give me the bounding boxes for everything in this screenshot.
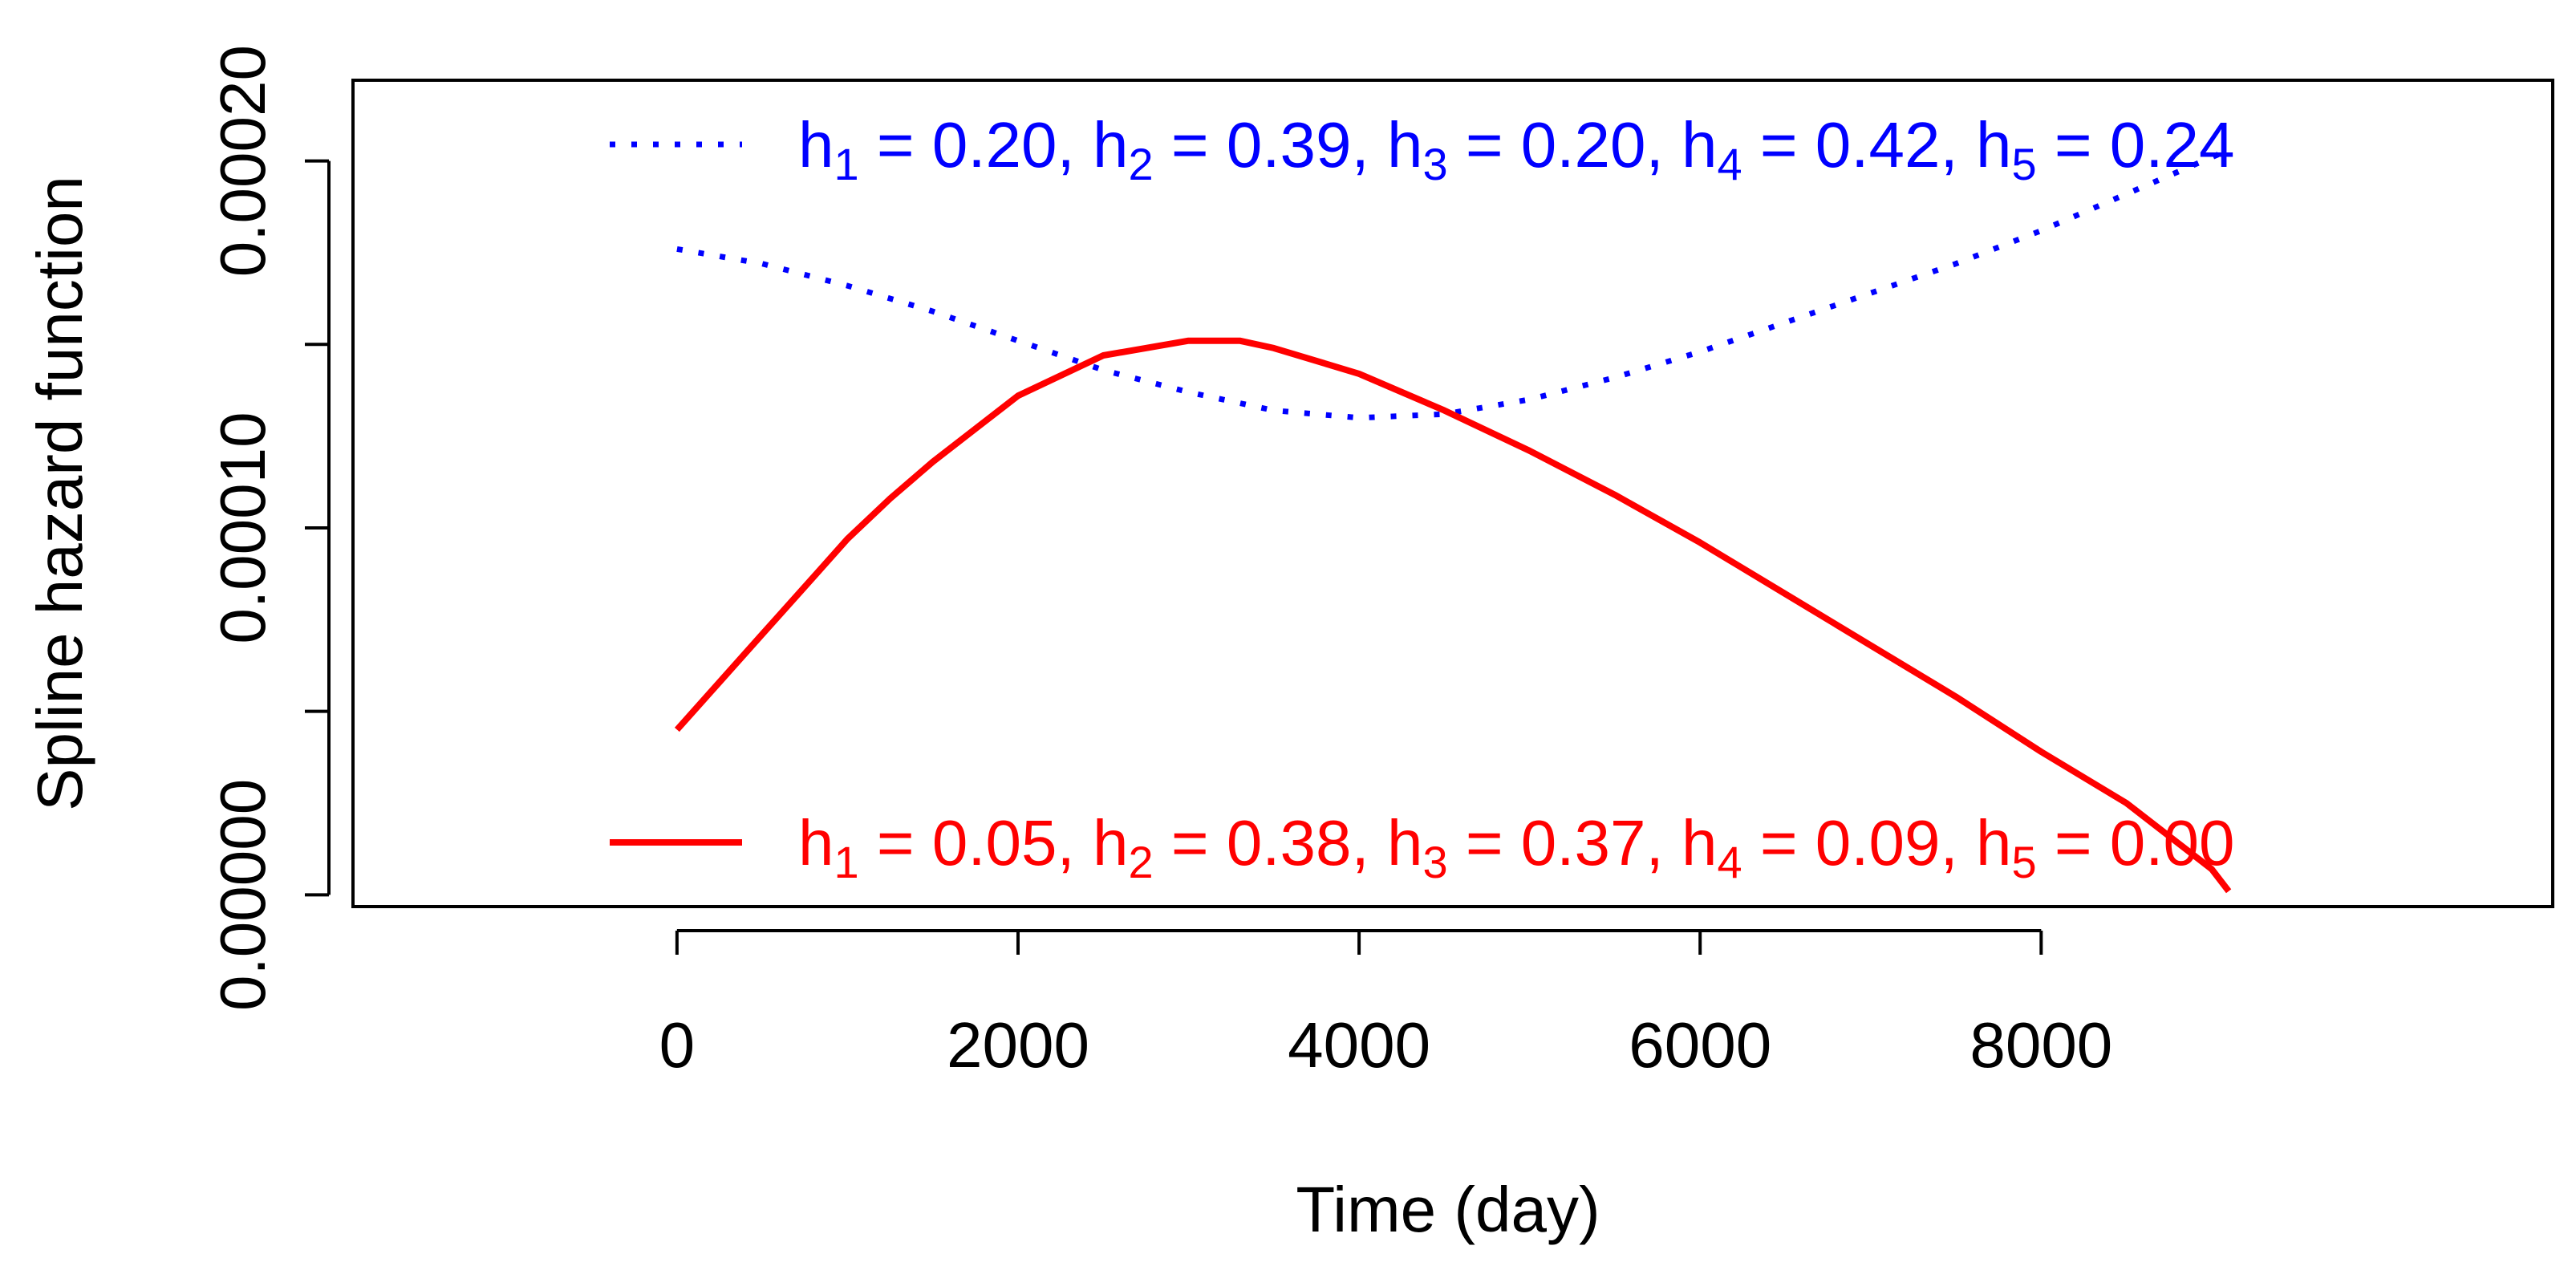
series-layer	[674, 147, 2232, 894]
x-tick-label: 0	[659, 1009, 696, 1081]
legend: h1 = 0.20, h2 = 0.39, h3 = 0.20, h4 = 0.…	[610, 109, 2234, 887]
y-axis-title: Spline hazard function	[24, 176, 95, 811]
x-tick-label: 2000	[947, 1009, 1089, 1081]
legend-label-blue: h1 = 0.20, h2 = 0.39, h3 = 0.20, h4 = 0.…	[798, 109, 2234, 189]
y-tick-label: 0.00000	[207, 779, 278, 1011]
x-tick-label: 4000	[1288, 1009, 1430, 1081]
x-tick-label: 8000	[1970, 1009, 2112, 1081]
x-tick-label: 6000	[1629, 1009, 1771, 1081]
y-axis: 0.00000 0.00010 0.00020	[207, 45, 331, 1011]
x-axis: 0 2000 4000 6000 8000	[659, 929, 2112, 1081]
plot-frame	[351, 79, 2554, 908]
series-line-red	[674, 337, 2232, 894]
x-axis-title: Time (day)	[1296, 1174, 1600, 1245]
y-tick-label: 0.00020	[207, 45, 278, 277]
series-line-blue	[676, 147, 2230, 421]
y-tick-label: 0.00010	[207, 412, 278, 643]
legend-label-red: h1 = 0.05, h2 = 0.38, h3 = 0.37, h4 = 0.…	[798, 807, 2234, 887]
